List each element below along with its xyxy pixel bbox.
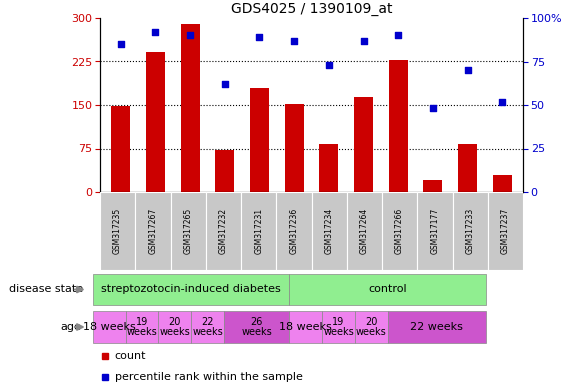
Text: disease state: disease state [10, 285, 83, 295]
Bar [93, 274, 289, 305]
Text: 22
weeks: 22 weeks [192, 316, 223, 338]
Point [498, 98, 507, 104]
Text: GSM317234: GSM317234 [325, 208, 334, 254]
Text: control: control [368, 285, 407, 295]
Bar [181, 24, 200, 192]
Bar [241, 192, 276, 270]
Bar [158, 311, 191, 343]
Text: GSM317236: GSM317236 [289, 208, 298, 254]
Text: 26
weeks: 26 weeks [242, 316, 272, 338]
Bar [285, 104, 303, 192]
Point [289, 38, 298, 44]
Bar [289, 311, 322, 343]
Bar [355, 311, 387, 343]
Text: 18 weeks: 18 weeks [83, 322, 136, 332]
Bar [354, 98, 373, 192]
Bar [488, 192, 523, 270]
Text: streptozotocin-induced diabetes: streptozotocin-induced diabetes [101, 285, 281, 295]
Text: 19
weeks: 19 weeks [323, 316, 354, 338]
Text: GSM317233: GSM317233 [466, 208, 475, 254]
Bar [135, 192, 171, 270]
Point [151, 29, 160, 35]
Bar [417, 192, 453, 270]
Text: GSM317177: GSM317177 [430, 208, 439, 254]
Point [117, 41, 126, 47]
Bar [171, 192, 205, 270]
Bar [382, 192, 417, 270]
Point [463, 67, 472, 73]
Bar [458, 144, 477, 192]
Text: GSM317264: GSM317264 [360, 208, 369, 254]
Text: 20
weeks: 20 weeks [159, 316, 190, 338]
Bar [347, 192, 382, 270]
Bar [93, 311, 126, 343]
Point [428, 106, 437, 112]
Bar [146, 51, 165, 192]
Text: GSM317235: GSM317235 [113, 208, 122, 254]
Text: 18 weeks: 18 weeks [279, 322, 332, 332]
Bar [276, 192, 311, 270]
Point [255, 34, 264, 40]
Bar [250, 88, 269, 192]
Bar [126, 311, 158, 343]
Bar [387, 311, 486, 343]
Bar [224, 311, 289, 343]
Bar [453, 192, 488, 270]
Text: 19
weeks: 19 weeks [127, 316, 158, 338]
Point [394, 32, 403, 38]
Text: percentile rank within the sample: percentile rank within the sample [115, 372, 302, 382]
Bar [100, 192, 135, 270]
Title: GDS4025 / 1390109_at: GDS4025 / 1390109_at [231, 2, 392, 16]
Point [220, 81, 229, 87]
Text: count: count [115, 351, 146, 361]
Bar [289, 274, 486, 305]
Bar [319, 144, 338, 192]
Bar [111, 106, 131, 192]
Bar [322, 311, 355, 343]
Text: GSM317266: GSM317266 [395, 208, 404, 254]
Text: GSM317265: GSM317265 [184, 208, 193, 254]
Bar [388, 60, 408, 192]
Point [359, 38, 368, 44]
Text: GSM317232: GSM317232 [219, 208, 228, 254]
Bar [205, 192, 241, 270]
Text: GSM317237: GSM317237 [501, 208, 510, 254]
Point [324, 62, 333, 68]
Text: GSM317267: GSM317267 [149, 208, 158, 254]
Bar [311, 192, 347, 270]
Bar [191, 311, 224, 343]
Text: 20
weeks: 20 weeks [356, 316, 387, 338]
Point [186, 32, 195, 38]
Bar [423, 180, 443, 192]
Bar [215, 150, 234, 192]
Text: GSM317231: GSM317231 [254, 208, 263, 254]
Text: age: age [60, 322, 81, 332]
Text: 22 weeks: 22 weeks [410, 322, 463, 332]
Bar [493, 175, 512, 192]
